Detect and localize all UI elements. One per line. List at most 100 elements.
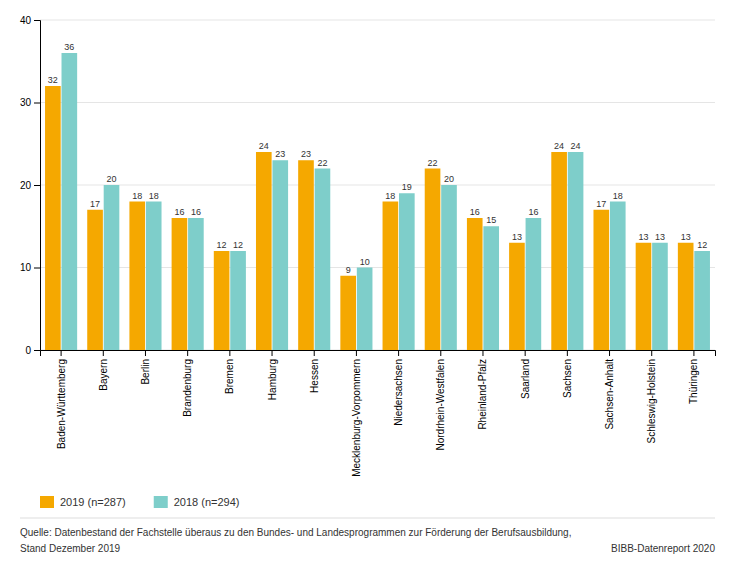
data-label: 36 (64, 42, 74, 52)
bar (652, 243, 668, 350)
grid-line (40, 20, 715, 21)
tick-mark (34, 268, 40, 269)
data-label: 12 (697, 240, 707, 250)
axis-line (34, 21, 41, 351)
bar (172, 218, 188, 350)
tick-label: Mecklenburg-Vorpommern (351, 359, 362, 477)
tick: Baden-Württemberg (56, 350, 67, 449)
data-label: 15 (486, 215, 496, 225)
tick-label: 10 (20, 262, 32, 273)
tick-mark (693, 350, 694, 356)
data-label: 20 (107, 174, 117, 184)
data-label: 16 (470, 207, 480, 217)
tick: Rheinland-Pfalz (477, 350, 488, 430)
data-label: 10 (360, 257, 370, 267)
tick: Berlin (140, 350, 151, 385)
separator (20, 518, 715, 519)
bar (87, 210, 103, 350)
tick-mark (187, 350, 188, 356)
tick-label: Baden-Württemberg (56, 359, 67, 449)
chart: 3217181612242391822161324171313362018161… (0, 0, 730, 576)
bars (45, 53, 710, 350)
tick: 0 (25, 345, 40, 356)
bar (694, 251, 710, 350)
tick-label: Sachsen (562, 359, 573, 398)
bar (593, 210, 609, 350)
legend: 2019 (n=287) 2018 (n=294) (40, 496, 240, 508)
legend-label: 2019 (n=287) (60, 496, 126, 508)
tick-mark (567, 350, 568, 356)
tick-mark (229, 350, 230, 356)
axis-line (41, 351, 716, 357)
tick-mark (34, 350, 40, 351)
grid-line (40, 102, 715, 103)
data-label: 24 (571, 141, 581, 151)
bar (636, 243, 652, 350)
legend-label: 2018 (n=294) (174, 496, 240, 508)
tick-label: Bayern (98, 359, 109, 391)
annotation: Quelle: Datenbestand der Fachstelle über… (20, 527, 571, 538)
tick-label: Hamburg (267, 359, 278, 400)
data-label: 18 (385, 191, 395, 201)
bar-series (45, 86, 693, 350)
bar (441, 185, 457, 350)
tick-label: Rheinland-Pfalz (477, 359, 488, 430)
data-label: 16 (174, 207, 184, 217)
tick-label: Thüringen (688, 359, 699, 404)
annotation: Stand Dezember 2019 (20, 543, 121, 554)
legend-swatch (40, 496, 54, 508)
data-label: 23 (275, 149, 285, 159)
data-label: 32 (48, 75, 58, 85)
data-labels: 3217181612242391822161324171313362018161… (48, 42, 707, 275)
grid-line (40, 185, 715, 186)
tick-label: 30 (20, 97, 32, 108)
bar (104, 185, 120, 350)
tick: Hamburg (267, 350, 278, 400)
data-label: 22 (317, 158, 327, 168)
bar (610, 202, 626, 351)
tick-label: Hessen (309, 359, 320, 393)
bar (678, 243, 694, 350)
tick-mark (145, 350, 146, 356)
tick: Hessen (309, 350, 320, 393)
tick-mark (609, 350, 610, 356)
data-label: 18 (149, 191, 159, 201)
bar (214, 251, 230, 350)
tick-mark (398, 350, 399, 356)
data-label: 12 (217, 240, 227, 250)
tick-mark (482, 350, 483, 356)
bar (425, 169, 441, 351)
tick-label: Brandenburg (182, 359, 193, 417)
tick-mark (651, 350, 652, 356)
data-label: 17 (90, 199, 100, 209)
data-label: 22 (428, 158, 438, 168)
bar (551, 152, 567, 350)
tick-label: 40 (20, 15, 32, 26)
source: Quelle: Datenbestand der Fachstelle über… (20, 527, 715, 554)
tick: 10 (20, 262, 40, 273)
tick-mark (34, 103, 40, 104)
data-label: 17 (596, 199, 606, 209)
legend-swatch (154, 496, 168, 508)
data-label: 13 (512, 232, 522, 242)
tick: 40 (20, 15, 40, 26)
tick-mark (314, 350, 315, 356)
data-label: 20 (444, 174, 454, 184)
data-label: 24 (554, 141, 564, 151)
data-label: 12 (233, 240, 243, 250)
tick: Brandenburg (182, 350, 193, 417)
tick: Bayern (98, 350, 109, 391)
data-label: 19 (402, 182, 412, 192)
tick-label: Bremen (224, 359, 235, 394)
bar (45, 86, 61, 350)
bar (526, 218, 542, 350)
tick-mark (272, 350, 273, 356)
tick-label: Sachsen-Anhalt (604, 359, 615, 430)
data-label: 18 (613, 191, 623, 201)
bar (315, 169, 331, 351)
data-label: 13 (681, 232, 691, 242)
legend-item: 2018 (n=294) (154, 496, 240, 508)
tick-mark (61, 350, 62, 356)
tick-mark (34, 20, 40, 21)
bar (467, 218, 483, 350)
